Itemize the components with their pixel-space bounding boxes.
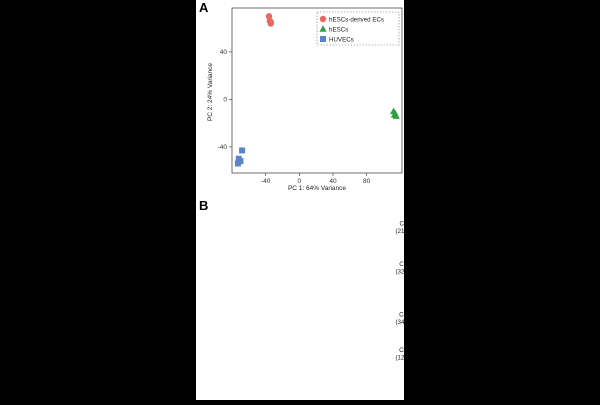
cluster-gene-count: (213 genes) (395, 228, 404, 235)
cluster-name: Cluster D (399, 347, 404, 354)
x-tick-label: 40 (329, 178, 337, 185)
pca-y-label: PC 2: 24% Variance (207, 63, 214, 121)
y-tick-label: 0 (223, 97, 227, 104)
cluster-name: Cluster B (399, 261, 404, 268)
legend-marker (319, 15, 327, 23)
legend-entry: hESCs-derived ECs (329, 16, 384, 23)
y-tick-label: 40 (220, 49, 228, 56)
figure-svg: A -40 0 40 80 -40 0 40 PC 1: 64% Variance PC … (199, 0, 597, 401)
cluster-name: Cluster C (399, 311, 404, 318)
pca-x-label: PC 1: 64% Variance (288, 185, 346, 192)
pca-y-axis: -40 0 40 (218, 49, 232, 151)
y-tick-label: -40 (218, 144, 228, 151)
panel-a-label: A (199, 0, 209, 15)
data-point (234, 160, 241, 167)
data-point (267, 20, 274, 27)
cluster-gene-count: (320 genes) (395, 269, 404, 276)
x-tick-label: -40 (261, 178, 271, 185)
legend-entry: HUVECs (329, 36, 354, 43)
pca-x-axis: -40 0 40 80 (261, 173, 371, 185)
pca-legend: hESCs-derived ECs hESCs HUVECs (316, 11, 400, 46)
cluster-gene-count: (341 genes) (395, 319, 404, 326)
cluster-gene-count: (126 genes) (395, 354, 404, 361)
x-tick-label: 80 (363, 178, 371, 185)
pca-plot-frame (231, 7, 403, 174)
legend-marker (319, 25, 327, 32)
data-point (392, 112, 400, 119)
data-point (239, 147, 246, 154)
legend-marker (320, 36, 326, 42)
legend-entry: hESCs (329, 26, 348, 33)
panel-b-label: B (199, 198, 208, 213)
cluster-name: Cluster A (399, 221, 404, 228)
pca-points (234, 13, 400, 167)
data-point (265, 13, 273, 20)
x-tick-label: 0 (298, 178, 302, 185)
figure-panel: A -40 0 40 80 -40 0 40 PC 1: 64% Variance PC … (196, 0, 597, 401)
cluster-labels: Cluster A(213 genes) Cluster B(320 genes)… (395, 211, 442, 363)
pca-legend-box (316, 11, 400, 46)
